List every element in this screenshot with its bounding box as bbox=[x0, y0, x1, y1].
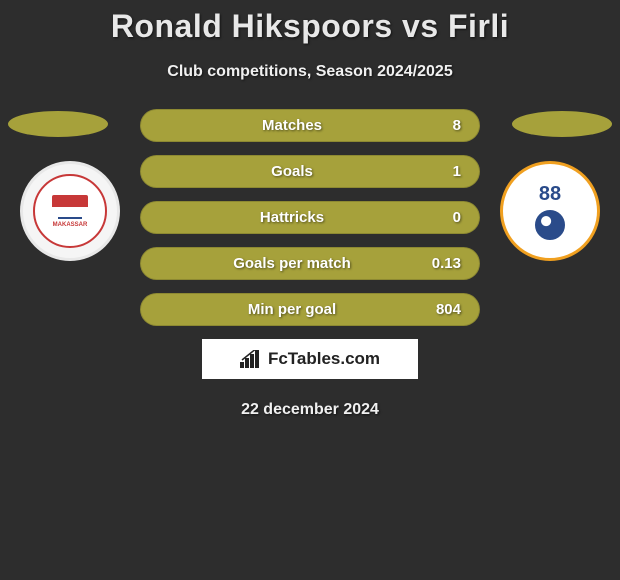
club-badge-left: MAKASSAR bbox=[20, 161, 120, 261]
club-badge-right-inner: 88 bbox=[535, 183, 565, 240]
page-title: Ronald Hikspoors vs Firli bbox=[0, 0, 620, 45]
brand-attribution: FcTables.com bbox=[202, 339, 418, 379]
stat-label: Matches bbox=[159, 117, 425, 134]
player-right-shadow bbox=[512, 111, 612, 137]
stat-row-hattricks: Hattricks 0 bbox=[140, 201, 480, 234]
badge-left-text: MAKASSAR bbox=[53, 222, 88, 228]
stat-value: 804 bbox=[425, 301, 461, 318]
stat-value: 0.13 bbox=[425, 255, 461, 272]
brand-text: FcTables.com bbox=[268, 349, 380, 369]
stat-value: 1 bbox=[425, 163, 461, 180]
stat-row-goals-per-match: Goals per match 0.13 bbox=[140, 247, 480, 280]
date-text: 22 december 2024 bbox=[0, 401, 620, 419]
stat-value: 8 bbox=[425, 117, 461, 134]
player-left-shadow bbox=[8, 111, 108, 137]
stat-label: Hattricks bbox=[159, 209, 425, 226]
subtitle: Club competitions, Season 2024/2025 bbox=[0, 63, 620, 81]
stat-label: Goals per match bbox=[159, 255, 425, 272]
stat-label: Goals bbox=[159, 163, 425, 180]
stat-value: 0 bbox=[425, 209, 461, 226]
stat-label: Min per goal bbox=[159, 301, 425, 318]
club-badge-left-inner: MAKASSAR bbox=[33, 174, 107, 248]
stat-row-goals: Goals 1 bbox=[140, 155, 480, 188]
stat-row-matches: Matches 8 bbox=[140, 109, 480, 142]
club-badge-right: 88 bbox=[500, 161, 600, 261]
stats-list: Matches 8 Goals 1 Hattricks 0 Goals per … bbox=[140, 101, 480, 326]
comparison-area: MAKASSAR 88 Matches 8 Goals 1 Hattricks … bbox=[0, 101, 620, 419]
chart-icon bbox=[240, 350, 262, 368]
badge-right-number: 88 bbox=[539, 183, 561, 206]
soccer-ball-icon bbox=[535, 210, 565, 240]
stat-row-min-per-goal: Min per goal 804 bbox=[140, 293, 480, 326]
badge-brick-icon bbox=[52, 195, 88, 207]
badge-boat-icon bbox=[58, 209, 82, 219]
